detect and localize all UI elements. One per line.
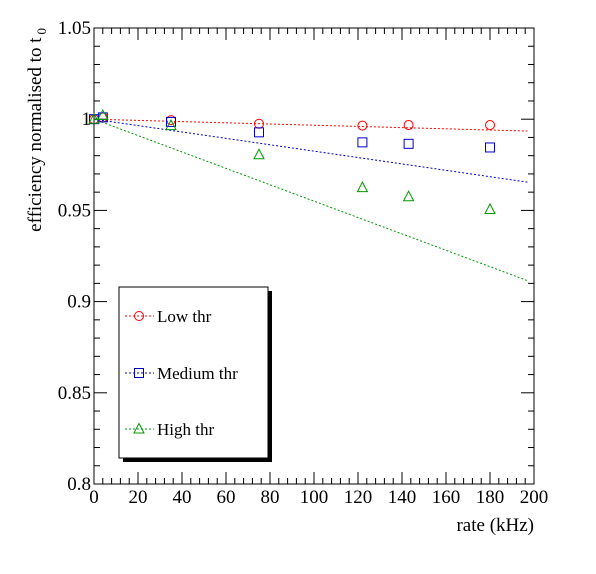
data-point-low-thr bbox=[485, 120, 495, 131]
data-point-low-thr bbox=[357, 120, 368, 131]
data-point-high-thr bbox=[402, 190, 415, 202]
x-tick-label: 180 bbox=[476, 487, 505, 508]
legend: Low thr Medium thr High thr bbox=[118, 286, 272, 462]
x-tick-label: 200 bbox=[520, 487, 549, 508]
legend-label-medium-thr: Medium thr bbox=[157, 364, 238, 383]
data-point-medium-thr bbox=[166, 116, 176, 127]
y-axis-title: efficiency normalised to t 0 bbox=[25, 28, 49, 232]
axis-ticks: 0 20 40 60 80 100 120 140 160 180 200 0.8 0.85 0.9 0.9… bbox=[58, 18, 549, 508]
legend-marker-low-thr bbox=[134, 311, 144, 321]
y-axis-title-main: efficiency normalised to t bbox=[25, 37, 46, 232]
fit-line-low-thr bbox=[93, 118, 528, 132]
x-tick-label: 0 bbox=[89, 487, 99, 508]
fit-line-high-thr bbox=[93, 118, 528, 282]
data-point-high-thr bbox=[88, 112, 100, 124]
legend-label-low-thr: Low thr bbox=[157, 307, 212, 326]
x-tick-label: 40 bbox=[173, 487, 192, 508]
axis-labels: rate (kHz) efficiency normalised to t 0 bbox=[25, 28, 534, 536]
data-point-high-thr bbox=[484, 202, 496, 214]
x-tick-label: 120 bbox=[344, 487, 373, 508]
x-tick-label: 20 bbox=[129, 487, 148, 508]
data-point-medium-thr bbox=[403, 138, 414, 149]
data-point-high-thr bbox=[165, 119, 177, 131]
x-tick-label: 80 bbox=[261, 487, 280, 508]
y-tick-label: 1.05 bbox=[58, 18, 91, 39]
y-tick-label: 1 bbox=[82, 109, 92, 130]
y-tick-label: 0.9 bbox=[67, 292, 91, 313]
y-tick-label: 0.95 bbox=[58, 200, 91, 221]
data-point-medium-thr bbox=[97, 112, 108, 123]
y-axis-title-subscript: 0 bbox=[34, 28, 49, 35]
data-point-high-thr bbox=[96, 108, 109, 121]
y-tick-label: 0.85 bbox=[58, 383, 91, 404]
fit-lines bbox=[93, 118, 528, 282]
legend-marker-medium-thr bbox=[134, 368, 144, 378]
data-point-high-thr bbox=[356, 181, 369, 193]
data-point-high-thr bbox=[253, 148, 265, 160]
data-point-low-thr bbox=[403, 120, 414, 131]
x-axis-title: rate (kHz) bbox=[456, 515, 534, 536]
x-tick-label: 100 bbox=[300, 487, 329, 508]
fit-line-medium-thr bbox=[93, 118, 528, 183]
legend-label-high-thr: High thr bbox=[157, 420, 214, 439]
data-point-medium-thr bbox=[254, 127, 264, 138]
y-tick-label: 0.8 bbox=[67, 474, 91, 495]
x-tick-label: 60 bbox=[217, 487, 236, 508]
data-point-medium-thr bbox=[485, 142, 495, 153]
data-markers bbox=[88, 108, 496, 214]
x-tick-label: 140 bbox=[388, 487, 417, 508]
x-tick-label: 160 bbox=[432, 487, 461, 508]
data-point-medium-thr bbox=[357, 137, 368, 148]
legend-marker-high-thr bbox=[133, 422, 145, 434]
